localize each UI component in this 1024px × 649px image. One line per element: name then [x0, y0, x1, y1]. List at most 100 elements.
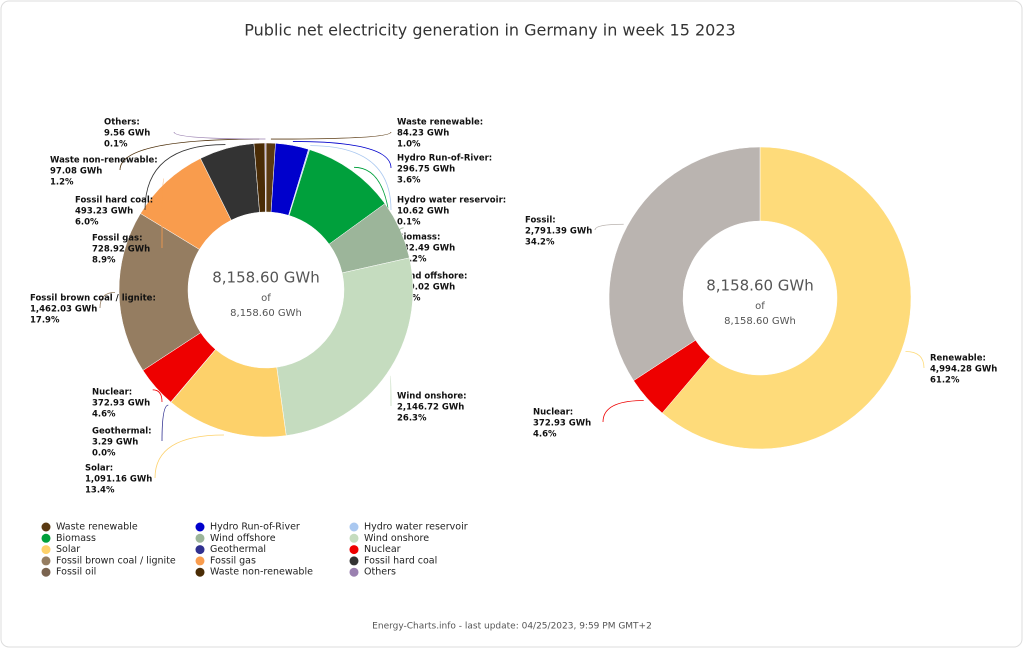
slice-label: Fossil brown coal / lignite:	[30, 294, 156, 304]
slice-label: Nuclear:	[92, 388, 132, 398]
slice-value: 10.62 GWh	[397, 207, 449, 217]
leader-line	[905, 351, 925, 369]
slice-value: 84.23 GWh	[397, 129, 449, 139]
legend-marker	[195, 545, 205, 555]
slice-label: Biomass:	[397, 233, 440, 243]
slice-label: Waste non-renewable:	[50, 156, 158, 166]
legend-marker	[41, 522, 51, 532]
legend-label: Fossil hard coal	[364, 555, 437, 566]
slice-percent: 34.2%	[525, 238, 555, 248]
legend-marker	[349, 567, 359, 577]
legend-label: Biomass	[56, 533, 96, 544]
slice-label: Geothermal:	[92, 427, 152, 437]
slice-label: Solar:	[85, 464, 113, 474]
slice-percent: 0.0%	[92, 449, 116, 459]
slice-label: Hydro Run-of-River:	[397, 154, 492, 164]
leader-line	[389, 375, 392, 407]
leader-line	[270, 131, 392, 140]
legend-label: Solar	[56, 544, 80, 555]
slice-percent: 26.3%	[397, 414, 427, 424]
legend-marker	[195, 533, 205, 543]
slice-percent: 61.2%	[930, 376, 960, 386]
legend-marker	[41, 545, 51, 555]
leader-line	[154, 434, 224, 479]
slice	[118, 213, 202, 371]
footer: Energy-Charts.info - last update: 04/25/…	[372, 622, 652, 632]
slice-value: 372.93 GWh	[533, 419, 591, 429]
legend-marker	[41, 567, 51, 577]
legend-marker	[41, 556, 51, 566]
legend-marker	[195, 522, 205, 532]
slice-label: Fossil:	[525, 216, 556, 226]
slice-percent: 3.6%	[397, 176, 421, 186]
legend-label: Fossil oil	[56, 567, 96, 578]
leader-line	[99, 291, 116, 309]
slice-value: 3.29 GWh	[92, 438, 138, 448]
slice-percent: 17.9%	[30, 316, 60, 326]
slice-value: 832.49 GWh	[397, 244, 455, 254]
slice-percent: 8.9%	[92, 256, 116, 266]
center-total: 8,158.60 GWh	[706, 277, 814, 295]
slice-value: 2,146.72 GWh	[397, 403, 464, 413]
slice	[276, 257, 414, 436]
chart-title: Public net electricity generation in Ger…	[244, 21, 735, 40]
leader-line	[292, 141, 392, 169]
slice-value: 9.56 GWh	[104, 129, 150, 139]
slice-label: Waste renewable:	[397, 118, 483, 128]
slice-percent: 6.0%	[75, 218, 99, 228]
leader-line	[152, 389, 163, 403]
slice-label: Renewable:	[930, 354, 986, 364]
slice-value: 529.02 GWh	[397, 283, 455, 293]
slice	[264, 142, 267, 213]
legend-label: Waste renewable	[56, 522, 138, 533]
leader-line	[602, 400, 644, 423]
slice	[661, 146, 912, 450]
slice-label: Nuclear:	[533, 408, 573, 418]
slice-value: 493.23 GWh	[75, 207, 133, 217]
legend-marker	[349, 556, 359, 566]
legend-label: Geothermal	[210, 544, 266, 555]
slice-value: 97.08 GWh	[50, 167, 102, 177]
legend-marker	[349, 545, 359, 555]
slice-value: 372.93 GWh	[92, 399, 150, 409]
legend-marker	[195, 567, 205, 577]
legend-marker	[41, 533, 51, 543]
legend-marker	[349, 533, 359, 543]
slice-value: 1,462.03 GWh	[30, 305, 97, 315]
legend-label: Wind onshore	[364, 533, 429, 544]
slice-percent: 0.1%	[104, 140, 128, 150]
leader-line	[161, 404, 169, 442]
slice-value: 2,791.39 GWh	[525, 227, 592, 237]
slice-label: Fossil gas:	[92, 234, 143, 244]
center-total: 8,158.60 GWh	[212, 269, 320, 287]
slice-percent: 4.6%	[92, 410, 116, 420]
leader-line	[119, 138, 260, 171]
center-sub: 8,158.60 GWh	[230, 308, 302, 319]
center-sub: 8,158.60 GWh	[724, 316, 796, 327]
leader-line	[594, 223, 624, 231]
slice-percent: 1.0%	[397, 140, 421, 150]
legend-label: Nuclear	[364, 544, 401, 555]
legend-label: Fossil gas	[210, 555, 256, 566]
legend-label: Others	[364, 567, 396, 578]
leader-line	[161, 178, 165, 249]
center-of: of	[261, 293, 271, 304]
legend-label: Hydro water reservoir	[364, 522, 468, 533]
slice-percent: 4.6%	[533, 430, 557, 440]
slice-label: Fossil hard coal:	[75, 196, 153, 206]
slice-label: Wind offshore:	[397, 272, 467, 282]
leader-line	[310, 145, 392, 211]
slice-label: Wind onshore:	[397, 392, 467, 402]
slice-percent: 10.2%	[397, 255, 427, 265]
slice-percent: 0.1%	[397, 218, 421, 228]
legend-label: Hydro Run-of-River	[210, 522, 300, 533]
slice-value: 1,091.16 GWh	[85, 475, 152, 485]
center-of: of	[755, 301, 765, 312]
slice-percent: 1.2%	[50, 178, 74, 188]
slice-label: Hydro water reservoir:	[397, 196, 506, 206]
slice-value: 4,994.28 GWh	[930, 365, 997, 375]
leader-line	[173, 131, 266, 140]
legend-marker	[349, 522, 359, 532]
legend-label: Wind offshore	[210, 533, 276, 544]
